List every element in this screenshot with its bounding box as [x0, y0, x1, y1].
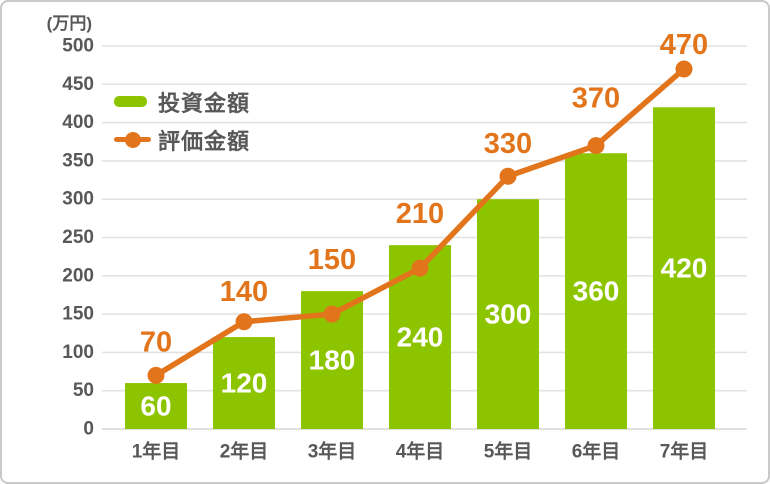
bar-value-label: 240 [397, 322, 444, 353]
line-value-label: 140 [220, 276, 268, 308]
legend: 投資金額 評価金額 [114, 87, 250, 154]
y-tick-label: 0 [83, 419, 94, 440]
x-tick-label: 5年目 [484, 440, 533, 463]
x-tick-label: 6年目 [572, 440, 621, 463]
bar-value-label: 60 [140, 391, 171, 422]
bar-series-swatch-icon [114, 96, 147, 107]
bar-value-label: 120 [221, 368, 268, 399]
bar-value-label: 420 [661, 253, 708, 284]
line-marker-icon [675, 60, 693, 78]
legend-label-investment: 投資金額 [158, 90, 251, 116]
bar [477, 199, 539, 429]
bar [653, 107, 715, 429]
line-series-swatch-icon [114, 131, 151, 148]
line-value-label: 370 [572, 83, 620, 115]
bar [565, 153, 627, 430]
y-tick-label: 200 [62, 265, 94, 286]
y-tick-label: 350 [62, 150, 94, 171]
y-tick-label: 150 [62, 304, 94, 325]
legend-item-investment: 投資金額 [114, 87, 250, 116]
bar-value-label: 180 [309, 345, 356, 376]
line-value-label: 330 [484, 128, 532, 160]
line-value-label: 70 [140, 326, 172, 358]
bar [213, 337, 275, 429]
line-series-dot-icon [124, 131, 141, 148]
line-marker-icon [587, 137, 605, 155]
line-marker-icon [411, 259, 429, 277]
x-tick-label: 4年目 [396, 440, 445, 463]
line-value-label: 470 [660, 29, 708, 61]
line-marker-icon [323, 305, 341, 323]
y-tick-label: 300 [62, 189, 94, 210]
bar-value-label: 300 [485, 299, 532, 330]
x-tick-label: 7年目 [660, 440, 709, 463]
y-tick-label: 250 [62, 227, 94, 248]
bar [125, 383, 187, 429]
y-tick-label: 450 [62, 74, 94, 95]
line-marker-icon [235, 313, 253, 331]
legend-label-valuation: 評価金額 [158, 128, 251, 154]
y-tick-label: 50 [73, 380, 94, 401]
y-axis-unit-label: (万円) [46, 14, 92, 33]
y-tick-label: 400 [62, 112, 94, 133]
line-value-label: 210 [396, 198, 444, 230]
y-tick-label: 100 [62, 342, 94, 363]
x-tick-label: 2年目 [220, 440, 269, 463]
x-tick-label: 3年目 [308, 440, 357, 463]
line-value-label: 150 [308, 244, 356, 276]
x-tick-label: 1年目 [132, 440, 181, 463]
bar-value-label: 360 [573, 276, 620, 307]
legend-item-valuation: 評価金額 [114, 125, 250, 154]
line-marker-icon [499, 167, 517, 185]
y-tick-label: 500 [62, 36, 94, 57]
line-marker-icon [147, 366, 165, 384]
